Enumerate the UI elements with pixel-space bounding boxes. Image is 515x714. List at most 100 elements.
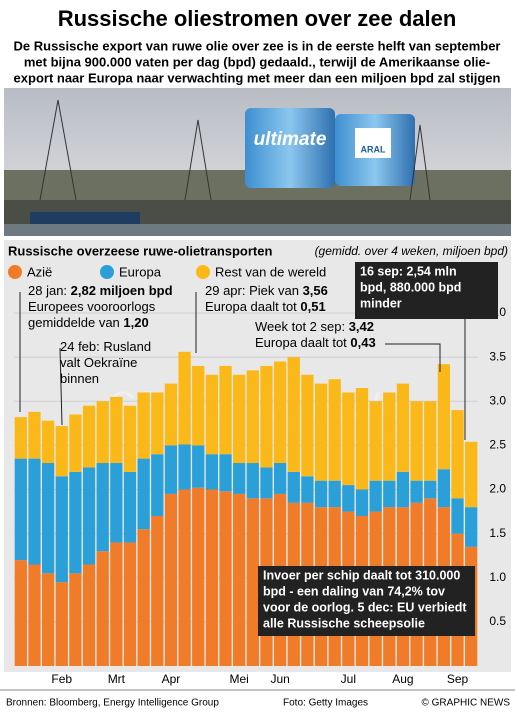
bar-segment — [219, 454, 232, 492]
bar-segment — [233, 374, 246, 464]
annotation-part: Week tot 2 sep: — [255, 319, 349, 334]
bar-segment — [164, 493, 178, 666]
subtitle: met bijna 900.000 vaten per dag (bpd) ge… — [24, 54, 490, 69]
bar-segment — [123, 542, 137, 666]
bar-segment — [273, 361, 287, 464]
bar-segment — [301, 476, 314, 503]
bar-segment — [410, 480, 423, 503]
bar-segment — [69, 471, 82, 574]
footer-credit: © GRAPHIC NEWS — [422, 698, 511, 709]
annotation: Europees vooroorlogs — [28, 299, 156, 314]
bar-segment — [110, 542, 123, 666]
bar-segment — [110, 463, 123, 543]
bar-segment — [164, 383, 178, 446]
bar-segment — [465, 441, 478, 508]
annotation: Europa daalt tot 0,51 — [205, 299, 326, 314]
bar-segment — [178, 444, 191, 490]
callout-text: voor de oorlog. 5 dec: EU verbiedt — [263, 600, 467, 614]
bar-segment — [123, 471, 137, 543]
legend-swatch — [196, 265, 210, 279]
bar-segment — [96, 463, 109, 552]
bar-segment — [369, 480, 382, 512]
bar-segment — [451, 498, 464, 534]
bar-segment — [123, 405, 137, 472]
bar-segment — [410, 401, 423, 481]
x-tick-label: Jul — [341, 672, 356, 686]
y-tick-label: 3.0 — [489, 393, 506, 407]
bar-segment — [69, 414, 82, 472]
bar-segment — [369, 401, 382, 481]
annotation-part: Europa daalt tot — [205, 299, 300, 314]
ship — [30, 212, 140, 224]
bar-segment — [328, 379, 341, 481]
annotation-part: valt Oekraïne — [60, 355, 137, 370]
bar-segment — [383, 392, 396, 481]
y-tick-label: 2.5 — [489, 438, 506, 452]
callout-text: minder — [360, 296, 402, 310]
bar-segment — [396, 471, 410, 508]
annotation-part: 3,42 — [349, 319, 374, 334]
bar-segment — [205, 489, 219, 666]
annotation-part: 29 apr: Piek van — [205, 283, 303, 298]
bar-segment — [314, 480, 328, 508]
bar-segment — [82, 405, 96, 468]
bar-segment — [110, 396, 123, 464]
y-tick-label: 0.5 — [489, 614, 506, 628]
bar-segment — [28, 458, 41, 565]
y-tick-label: 2.0 — [489, 482, 506, 496]
bar-segment — [137, 392, 150, 459]
callout-box — [355, 262, 498, 319]
photo-text: ultimate — [254, 129, 327, 150]
bar-segment — [246, 370, 259, 464]
y-tick-label: 3.5 — [489, 349, 506, 363]
y-tick-label: 1.5 — [489, 526, 506, 540]
legend-label: Azië — [27, 264, 52, 279]
bar-segment — [383, 480, 396, 508]
bar-segment — [192, 487, 205, 666]
legend-label: Rest van de wereld — [215, 264, 326, 279]
annotation-part: gemiddelde van — [28, 315, 123, 330]
bar-segment — [14, 417, 27, 459]
bar-segment — [451, 410, 464, 499]
x-tick-label: Aug — [392, 672, 413, 686]
bar-segment — [355, 489, 369, 516]
annotation-part: 3,56 — [303, 283, 328, 298]
footer-sources: Bronnen: Bloomberg, Energy Intelligence … — [6, 698, 219, 709]
bar-segment — [260, 467, 273, 499]
bar-segment — [151, 392, 164, 455]
bar-segment — [69, 573, 82, 666]
bar-segment — [424, 401, 437, 481]
bar-segment — [437, 364, 451, 470]
bar-segment — [55, 582, 68, 666]
callout-text: alle Russische scheepsolie — [263, 616, 425, 630]
title: Russische oliestromen over zee dalen — [58, 6, 457, 31]
bar-segment — [342, 485, 355, 512]
annotation-part: binnen — [60, 371, 99, 386]
annotation: Week tot 2 sep: 3,42 — [255, 319, 374, 334]
chart-title: Russische overzeese ruwe-olietransporten — [8, 243, 272, 258]
y-tick-label: 1.0 — [489, 570, 506, 584]
callout-text: Invoer per schip daalt tot 310.000 — [263, 568, 460, 582]
annotation-part: 0,51 — [300, 299, 325, 314]
x-tick-label: Mrt — [108, 672, 126, 686]
bar-segment — [260, 365, 273, 468]
bar-segment — [192, 445, 205, 488]
bar-segment — [41, 420, 55, 464]
bar-segment — [82, 467, 96, 565]
bar-segment — [396, 383, 410, 472]
legend-label: Europa — [119, 264, 162, 279]
bar-segment — [328, 480, 341, 508]
bar-segment — [96, 401, 109, 464]
bar-segment — [137, 458, 150, 530]
bar-segment — [137, 529, 150, 666]
annotation-part: 0,43 — [350, 335, 375, 350]
bar-segment — [301, 374, 314, 477]
bar-segment — [437, 469, 451, 508]
bar-segment — [273, 463, 287, 494]
bar-segment — [342, 392, 355, 486]
bar-segment — [14, 560, 27, 666]
bar-segment — [287, 357, 300, 472]
annotation-part: 28 jan: — [28, 283, 71, 298]
annotation-part: 1,20 — [123, 315, 148, 330]
bar-segment — [246, 498, 259, 666]
